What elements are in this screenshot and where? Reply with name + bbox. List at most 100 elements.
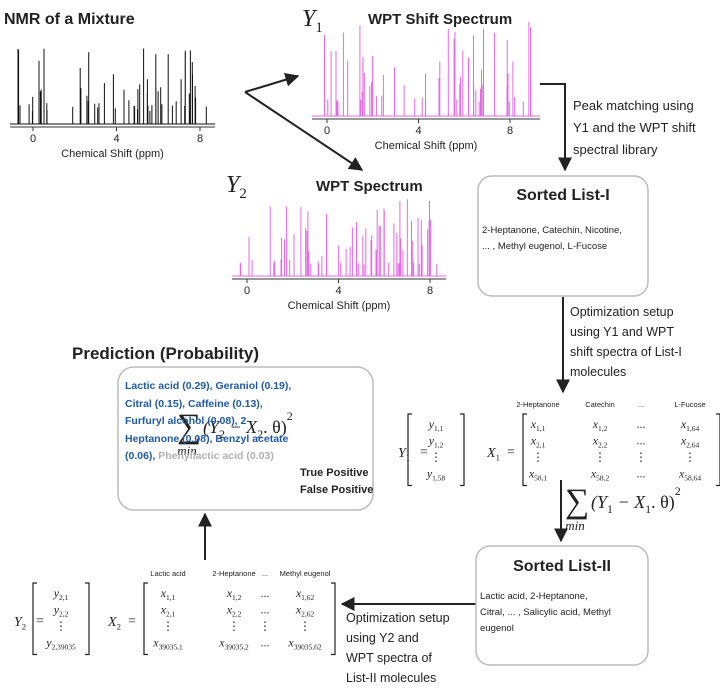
vector-entry-base: y <box>53 586 60 600</box>
matrix-entry: x39035,1 <box>152 636 183 652</box>
x-tick-label: 4 <box>415 125 421 137</box>
spectrum-symbol: Y1 <box>302 6 323 36</box>
spectrum-trace <box>239 199 438 276</box>
matrix-entry: ⋮ <box>635 450 647 464</box>
matrix-entry-sub: 2,2 <box>598 441 608 450</box>
vector-entry: y1,58 <box>426 467 446 483</box>
matrix-name: Y2 <box>14 615 26 632</box>
equals: = <box>36 614 44 629</box>
matrix-entry: x2,1 <box>160 603 176 619</box>
vector-entry: y2,2 <box>53 603 69 619</box>
matrix-entry-base: ⋮ <box>635 450 647 464</box>
objective-expression: (Y1 − X1. θ)2 <box>591 484 681 516</box>
matrix-entry: ⋮ <box>299 619 311 633</box>
matrix-entry-sub: 39035,2 <box>225 643 249 652</box>
matrix-entry-base: x <box>528 467 535 481</box>
x-tick-label: 8 <box>197 133 203 145</box>
matrix-entry-sub: 39035,1 <box>159 643 183 652</box>
vector-entry: ⋮ <box>430 450 442 464</box>
matrix-entry-base: x <box>295 603 302 617</box>
matrix-entry-base: x <box>680 417 687 431</box>
matrix-name: X1 <box>486 446 500 463</box>
x-tick-label: 4 <box>335 285 341 297</box>
matrix-entry: x1,1 <box>160 586 176 602</box>
matrix-entry-sub: 1,1 <box>166 593 176 602</box>
matrix-bracket <box>32 582 37 656</box>
matrix-bracket <box>716 413 720 487</box>
arrow <box>244 91 364 171</box>
equals: = <box>420 445 428 460</box>
matrix-name-sub: 2 <box>22 621 26 631</box>
matrix-entry-base: ⋮ <box>259 619 271 633</box>
matrix-entry-base: ... <box>261 636 270 650</box>
x-tick-label: 0 <box>244 285 250 297</box>
vector-entry: y1,2 <box>428 434 444 450</box>
matrix-entry-base: x <box>160 586 167 600</box>
matrix-entry-base: ⋮ <box>228 619 240 633</box>
x-tick-label: 8 <box>507 125 513 137</box>
matrix-name-base: X <box>107 615 117 630</box>
matrix-entry-base: x <box>152 636 159 650</box>
matrix-entry-base: ⋮ <box>162 619 174 633</box>
matrix-entry: ... <box>637 467 646 481</box>
matrix-name-base: Y <box>14 615 24 630</box>
matrix-entry-sub: 58,1 <box>534 474 547 483</box>
matrix-entry: ⋮ <box>594 450 606 464</box>
expression-part: . θ) <box>263 417 287 438</box>
column-header: Lactic acid <box>150 569 185 578</box>
matrix-entry: ... <box>261 636 270 650</box>
prediction-item: Lactic acid (0.29), Geraniol (0.19), Cit… <box>125 380 292 462</box>
matrix-name-sub: 2 <box>117 621 121 631</box>
matrix-bracket <box>85 582 90 656</box>
matrix-bracket <box>407 413 412 487</box>
spectrum-symbol-base: Y <box>226 172 242 198</box>
matrix-bracket <box>522 413 527 487</box>
x-axis-label: Chemical Shift (ppm) <box>61 148 164 160</box>
spectrum-symbol-sub: 2 <box>239 186 246 202</box>
matrix-entry-base: x <box>226 586 233 600</box>
step-text: Peak matching using <box>573 98 694 113</box>
matrix-entry-base: x <box>592 434 599 448</box>
prediction-box <box>117 366 374 511</box>
arrow <box>540 83 572 172</box>
matrix-entry-sub: 1,2 <box>232 593 242 602</box>
matrix-entry-base: x <box>680 434 687 448</box>
column-header: L-Fucose <box>674 400 705 409</box>
panel-title: Prediction (Probability) <box>72 344 259 363</box>
box-text: Lactic acid, 2-Heptanone, <box>480 591 588 602</box>
expression-part: − X <box>225 417 258 437</box>
expression-part: 2 <box>675 484 681 498</box>
vector-entry-base: y <box>428 434 435 448</box>
matrix-bracket <box>331 582 336 656</box>
expression-part: . θ) <box>651 492 675 513</box>
legend-label: True Positive <box>300 467 368 479</box>
matrix-entry-base: ⋮ <box>684 450 696 464</box>
matrix-entry-sub: 2,2 <box>232 610 242 619</box>
matrix-entry-base: ... <box>261 603 270 617</box>
matrix-entry-base: ... <box>261 586 270 600</box>
vector-entry: y2,39035 <box>45 636 76 652</box>
spectrum-symbol-base: Y <box>302 6 318 32</box>
step-text: using Y2 and <box>346 631 419 645</box>
matrix-name: X2 <box>107 615 121 632</box>
expression-part: (Y <box>203 417 221 438</box>
matrix-entry: x58,64 <box>678 467 701 483</box>
matrix-entry: ⋮ <box>259 619 271 633</box>
vector-entry-base: y <box>53 603 60 617</box>
panel-title: NMR of a Mixture <box>4 11 135 28</box>
matrix-entry-base: ⋮ <box>594 450 606 464</box>
sum-operator: ∑ <box>177 408 201 445</box>
matrix-entry-base: x <box>530 434 537 448</box>
matrix-entry: ... <box>261 586 270 600</box>
sum-under: min <box>565 518 585 533</box>
box-title: Sorted List-I <box>516 187 609 204</box>
vector-entry-sub: 2,39035 <box>52 643 76 652</box>
matrix-entry-base: x <box>295 586 302 600</box>
matrix-entry: x1,62 <box>295 586 315 602</box>
matrix-entry-base: x <box>226 603 233 617</box>
matrix-entry: x2,2 <box>592 434 608 450</box>
step-text: WPT spectra of <box>346 651 432 665</box>
x-tick-label: 0 <box>324 125 330 137</box>
matrix-entry-sub: 1,1 <box>536 424 546 433</box>
